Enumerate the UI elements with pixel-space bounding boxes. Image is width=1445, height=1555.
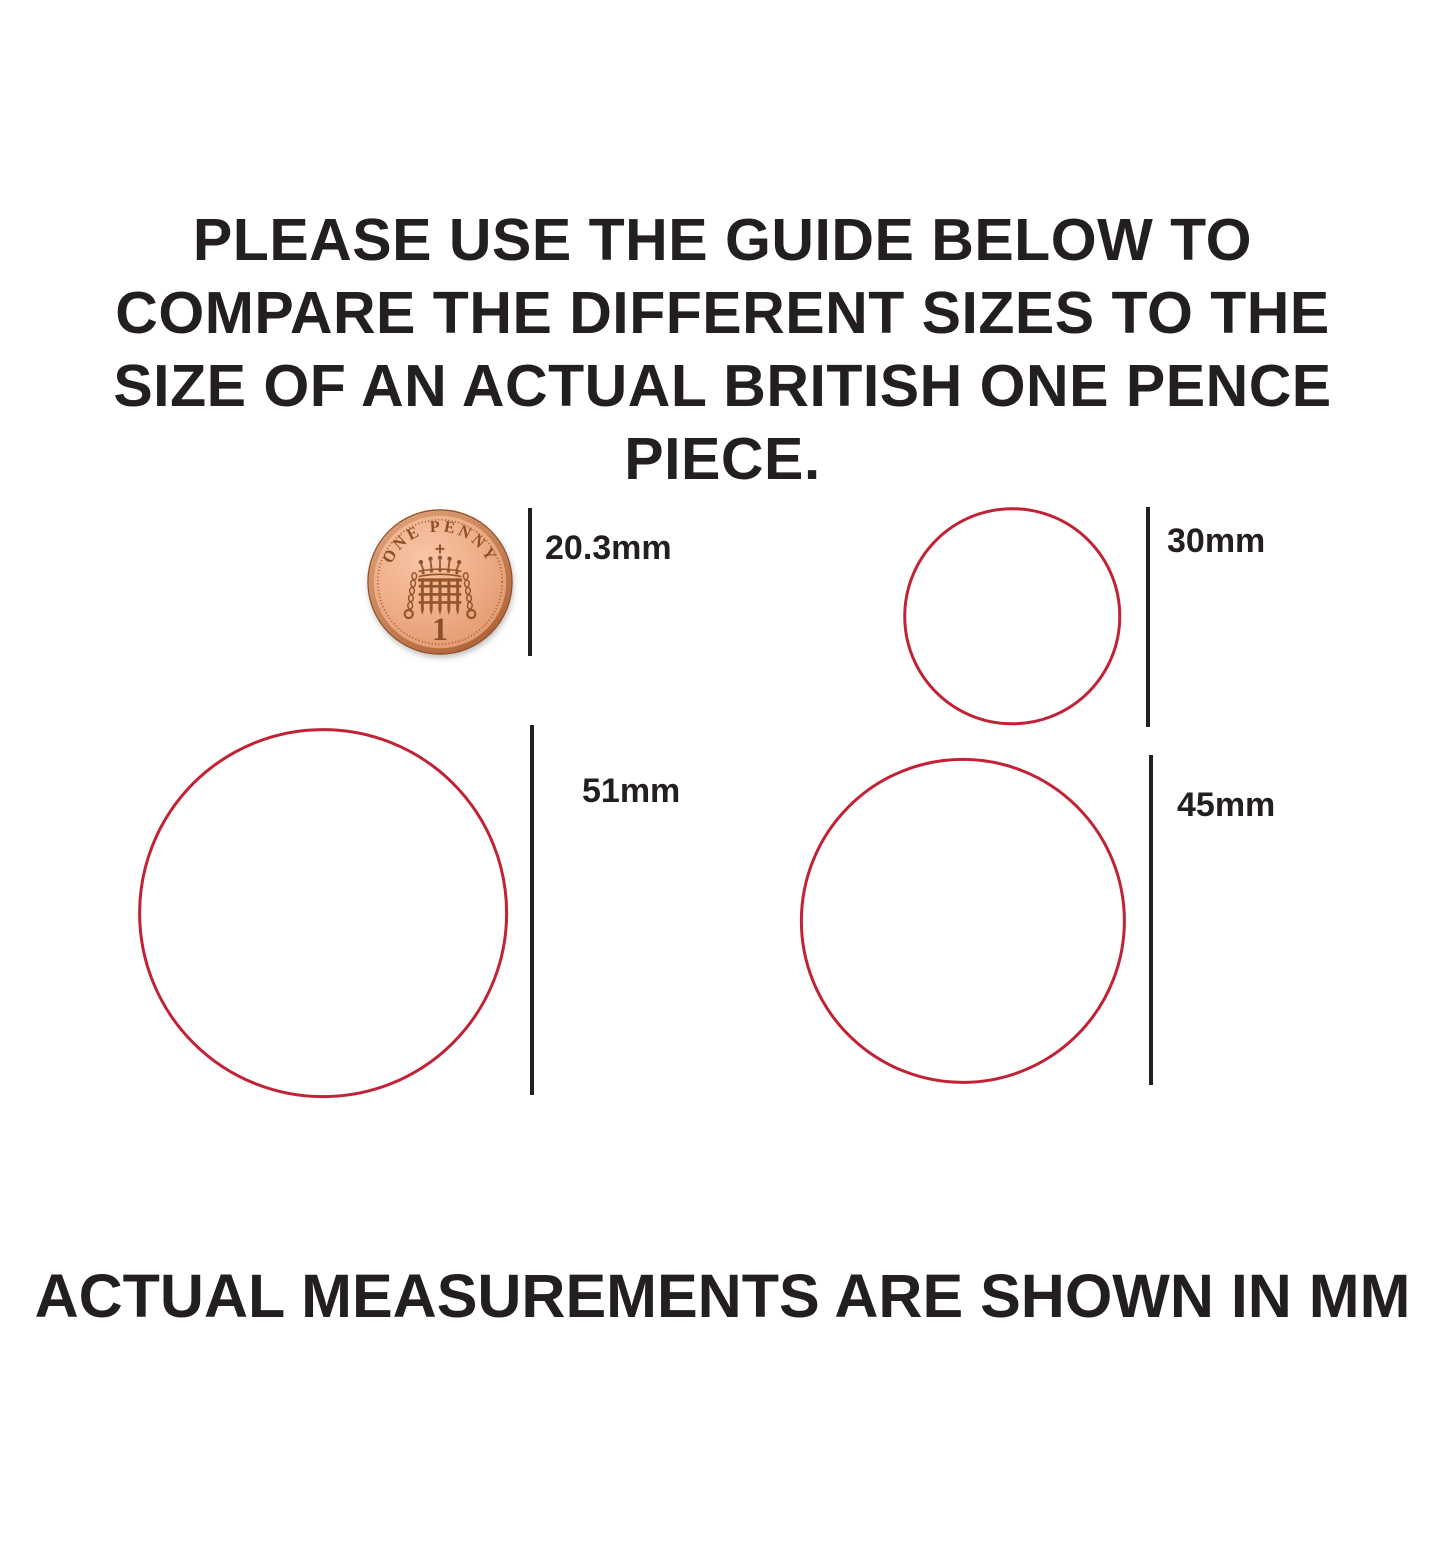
circle-51mm-size-label: 51mm xyxy=(582,772,681,810)
portcullis-chains xyxy=(403,571,477,620)
crown-cross xyxy=(435,544,445,554)
penny-measure-line xyxy=(528,508,532,656)
circle-30mm xyxy=(903,507,1121,725)
title-line-3: SIZE OF AN ACTUAL BRITISH ONE PENCE xyxy=(113,353,1332,419)
circle-30mm-measure-line xyxy=(1146,507,1150,727)
circle-51mm xyxy=(138,728,508,1098)
circle-30mm-size-label: 30mm xyxy=(1167,522,1266,560)
penny-size-label: 20.3mm xyxy=(545,529,672,567)
coin-graphic: ONE PENNY xyxy=(367,509,513,655)
coin-portcullis-emblem xyxy=(403,544,477,620)
title-line-1: PLEASE USE THE GUIDE BELOW TO xyxy=(192,207,1253,273)
circle-51mm-measure-line xyxy=(530,725,534,1095)
title-line-2: COMPARE THE DIFFERENT SIZES TO THE xyxy=(115,280,1330,346)
page-title: PLEASE USE THE GUIDE BELOW TO COMPARE TH… xyxy=(0,204,1445,496)
title-line-4: PIECE. xyxy=(624,426,821,492)
coin-denomination-text: 1 xyxy=(432,612,448,648)
circle-45mm-size-label: 45mm xyxy=(1177,786,1276,824)
coin-beaded-ring xyxy=(377,519,503,645)
penny-coin-image: ONE PENNY xyxy=(367,509,513,655)
circle-45mm-measure-line xyxy=(1149,755,1153,1085)
footer-note: ACTUAL MEASUREMENTS ARE SHOWN IN MM xyxy=(34,1262,1411,1330)
circle-45mm xyxy=(799,757,1127,1085)
